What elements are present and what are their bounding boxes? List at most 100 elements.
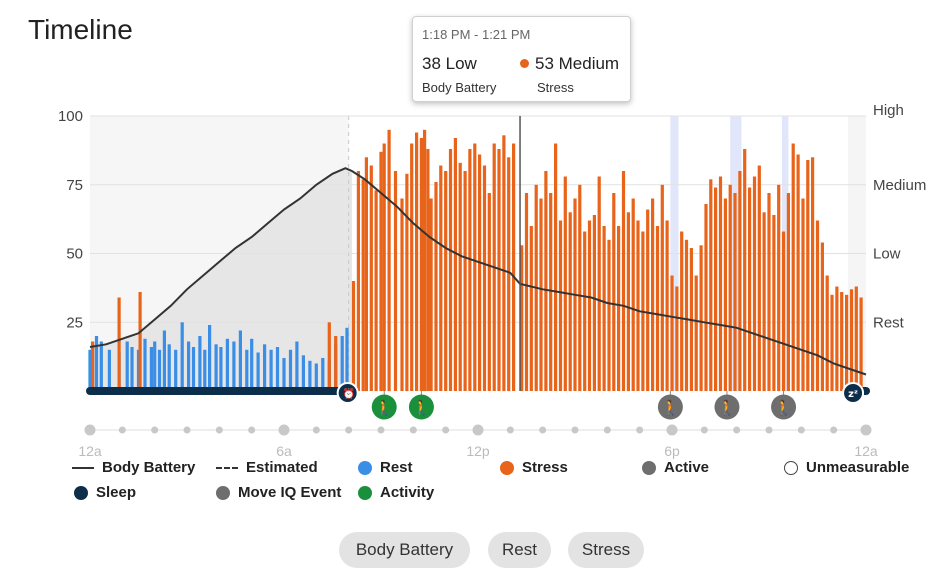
stress-bar [796,154,800,391]
timeline-scrubber [84,424,872,436]
y-tick-label: 50 [66,246,83,263]
move-iq-walk-icon [657,394,683,420]
activity-walk-icon [371,394,397,420]
stress-bar [327,322,331,392]
legend-unmeasurable-label: Unmeasurable [806,459,910,476]
stress-bar [549,193,553,391]
stress-bar [544,171,548,391]
rest-bar [340,336,344,391]
estimated-area [90,168,352,391]
stress-bar [854,286,858,391]
stress-bar [743,149,747,391]
stress-bar [651,198,655,391]
stress-bar [723,198,727,391]
rest-bar [130,347,134,391]
stress-bar [468,149,472,391]
rest-bar [214,344,218,392]
stress-bar [434,182,438,391]
right-axis-labels: High Medium Low Rest [873,102,926,331]
rest-bar [321,358,325,391]
stress-bar [801,198,805,391]
stress-bar [752,176,757,391]
walk-glyph: 🚶 [375,399,394,417]
stress-bar [684,239,689,392]
scrubber-dot [442,426,450,434]
rest-bar [295,341,299,391]
stress-bar [607,239,611,392]
x-tick-label: 6a [276,443,292,459]
stress-bar [680,231,684,391]
stress-bar [830,294,834,392]
stress-bar [699,245,703,392]
timeline-chart[interactable]: 25 50 75 100 High Medium Low Rest ⏰ 🚶 🚶 🚶 🚶 🚶 zᶻ 12a… [0,0,937,470]
stress-bar [387,129,391,392]
scrubber-dot [636,426,644,434]
rest-bar [198,336,202,391]
stress-bar [419,138,423,391]
stress-bar [482,165,487,391]
stress-button[interactable]: Stress [568,532,644,568]
stress-bar [617,226,621,391]
stress-bar [859,297,863,391]
legend-rest: Rest [358,459,413,476]
stress-bar [444,171,448,391]
move-iq-walk-icon [714,394,740,420]
stress-bar [453,138,457,391]
scrubber-dot [248,426,256,434]
scrubber-dot [797,426,805,434]
rest-bar [288,349,293,392]
walk-glyph: 🚶 [412,399,431,417]
scrubber-major-dot [472,424,484,436]
stress-bar [602,226,606,391]
rest-bar [308,360,312,392]
legend-move-iq: Move IQ Event [216,484,341,501]
stress-bar [554,143,558,391]
tooltip-stress-value-text: 53 Medium [535,54,620,73]
legend-estimated: Estimated [216,459,318,476]
rest-button[interactable]: Rest [488,532,551,568]
stress-bar [351,281,356,391]
move-iq-dot-icon [216,486,230,501]
sleep-zz-glyph: zᶻ [848,389,858,400]
rest-bar [232,341,236,391]
legend-active-label: Active [664,459,710,476]
y-tick-label: 75 [66,177,83,194]
scrubber-dot [409,426,417,434]
stress-bar [405,173,409,392]
legend-move-iq-label: Move IQ Event [238,484,342,501]
stress-bar [626,212,630,392]
y-axis-labels: 25 50 75 100 [58,108,83,331]
legend-body-battery: Body Battery [72,459,195,476]
body-battery-button[interactable]: Body Battery [339,532,470,568]
stress-bar [849,289,854,392]
stress-bar [592,215,596,391]
rest-bar [208,325,212,391]
stress-bar [439,165,443,391]
legend-activity: Activity [358,484,434,501]
scrubber-dot [345,426,353,434]
rest-bar [345,327,349,392]
scrubber-dot [506,426,514,434]
stress-bar [512,143,516,391]
rest-bar [301,355,305,392]
stress-bar [463,171,467,391]
scrubber-dot [118,426,126,434]
rest-bar [94,336,99,391]
legend-rest-label: Rest [380,459,413,476]
scrubber-dot [312,426,320,434]
rest-bar [99,341,103,391]
stress-bar [426,149,430,391]
tooltip-stress-value: 53 Medium [520,54,619,74]
activity-dot-icon [358,486,372,501]
x-tick-label: 12a [854,443,878,459]
scrubber-dot [603,426,611,434]
body-battery-line [89,167,867,376]
body-battery-line [89,167,867,376]
stress-bar [728,184,732,392]
sleep-dot-icon [74,486,88,501]
rest-bar [174,349,178,392]
legend-body-battery-label: Body Battery [102,459,196,476]
rest-bar [219,347,223,391]
x-tick-label: 12p [466,443,490,459]
legend-activity-label: Activity [380,484,435,501]
